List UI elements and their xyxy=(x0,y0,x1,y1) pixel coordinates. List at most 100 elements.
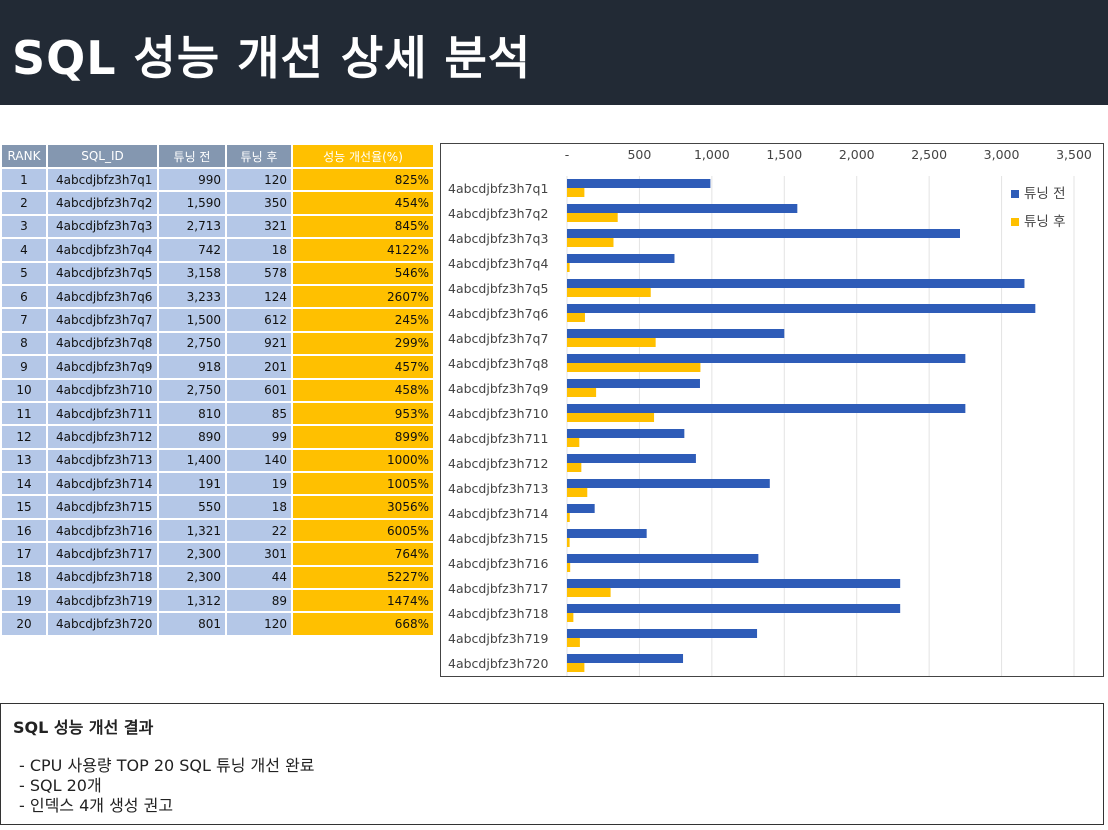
bar-before xyxy=(567,304,1036,313)
category-label: 4abcdjbfz3h7q4 xyxy=(448,256,548,271)
summary-item: SQL 20개 xyxy=(19,776,315,796)
sqlid-cell: 4abcdjbfz3h716 xyxy=(46,517,159,544)
rank-cell: 11 xyxy=(0,400,48,427)
bar-before xyxy=(567,629,758,638)
rate-cell: 668% xyxy=(291,611,435,637)
bar-after xyxy=(567,613,574,622)
rate-cell: 458% xyxy=(291,377,435,403)
bar-before xyxy=(567,504,595,513)
rank-cell: 6 xyxy=(0,283,48,310)
sqlid-cell: 4abcdjbfz3h7q1 xyxy=(46,166,159,193)
rank-cell: 16 xyxy=(0,517,48,544)
bar-before xyxy=(567,229,960,238)
rank-cell: 2 xyxy=(0,190,48,216)
bar-after xyxy=(567,388,597,397)
sqlid-cell: 4abcdjbfz3h718 xyxy=(46,564,159,591)
bar-before xyxy=(567,179,711,188)
table-header-row: RANK SQL_ID 튜닝 전 튜닝 후 성능 개선율(%) xyxy=(0,143,435,169)
bar-after xyxy=(567,638,580,647)
rank-cell: 1 xyxy=(0,166,48,193)
after-cell: 578 xyxy=(225,260,293,286)
category-label: 4abcdjbfz3h7q7 xyxy=(448,331,548,346)
before-cell: 742 xyxy=(157,237,227,263)
before-cell: 890 xyxy=(157,424,227,450)
table-row: 13 4abcdjbfz3h713 1,400 140 1000% xyxy=(0,447,435,474)
rank-cell: 7 xyxy=(0,307,48,333)
rank-cell: 15 xyxy=(0,494,48,520)
rate-cell: 245% xyxy=(291,307,435,333)
sql-table: RANK SQL_ID 튜닝 전 튜닝 후 성능 개선율(%) 1 4abcdjb… xyxy=(0,143,435,637)
rate-cell: 953% xyxy=(291,400,435,427)
after-cell: 18 xyxy=(225,237,293,263)
category-label: 4abcdjbfz3h712 xyxy=(448,456,548,471)
after-cell: 89 xyxy=(225,588,293,614)
bar-before xyxy=(567,554,759,563)
rank-cell: 12 xyxy=(0,424,48,450)
sqlid-cell: 4abcdjbfz3h719 xyxy=(46,588,159,614)
rate-cell: 454% xyxy=(291,190,435,216)
sqlid-cell: 4abcdjbfz3h720 xyxy=(46,611,159,637)
category-label: 4abcdjbfz3h717 xyxy=(448,581,548,596)
sqlid-cell: 4abcdjbfz3h711 xyxy=(46,400,159,427)
bar-after xyxy=(567,288,651,297)
rank-cell: 14 xyxy=(0,471,48,497)
col-before-header: 튜닝 전 xyxy=(157,143,227,169)
rank-cell: 13 xyxy=(0,447,48,474)
bar-after xyxy=(567,438,580,447)
before-cell: 191 xyxy=(157,471,227,497)
sqlid-cell: 4abcdjbfz3h7q7 xyxy=(46,307,159,333)
rate-cell: 2607% xyxy=(291,283,435,310)
col-rate-header: 성능 개선율(%) xyxy=(291,143,435,169)
chart-svg: - 500 1,000 1,500 2,000 2,500 3,000 3,500 4abcdj… xyxy=(448,147,1092,676)
after-cell: 18 xyxy=(225,494,293,520)
sqlid-cell: 4abcdjbfz3h710 xyxy=(46,377,159,403)
rate-cell: 1474% xyxy=(291,588,435,614)
table-row: 10 4abcdjbfz3h710 2,750 601 458% xyxy=(0,377,435,403)
after-cell: 44 xyxy=(225,564,293,591)
bar-after xyxy=(567,463,582,472)
title-bar: SQL 성능 개선 상세 분석 xyxy=(0,0,1108,105)
before-cell: 2,713 xyxy=(157,213,227,240)
bar-before xyxy=(567,654,684,663)
rate-cell: 299% xyxy=(291,330,435,357)
table-row: 5 4abcdjbfz3h7q5 3,158 578 546% xyxy=(0,260,435,286)
category-label: 4abcdjbfz3h7q9 xyxy=(448,381,548,396)
sqlid-cell: 4abcdjbfz3h7q6 xyxy=(46,283,159,310)
bar-before xyxy=(567,279,1025,288)
x-tick-label: 1,000 xyxy=(694,147,730,162)
table-row: 4 4abcdjbfz3h7q4 742 18 4122% xyxy=(0,237,435,263)
after-cell: 321 xyxy=(225,213,293,240)
col-rank-header: RANK xyxy=(0,143,48,169)
bar-after xyxy=(567,213,618,222)
bar-before xyxy=(567,254,675,263)
rate-cell: 3056% xyxy=(291,494,435,520)
rank-cell: 8 xyxy=(0,330,48,357)
after-cell: 612 xyxy=(225,307,293,333)
table-row: 6 4abcdjbfz3h7q6 3,233 124 2607% xyxy=(0,283,435,310)
rate-cell: 1005% xyxy=(291,471,435,497)
after-cell: 120 xyxy=(225,611,293,637)
category-label: 4abcdjbfz3h7q6 xyxy=(448,306,548,321)
sqlid-cell: 4abcdjbfz3h7q5 xyxy=(46,260,159,286)
x-tick-label: 3,000 xyxy=(984,147,1020,162)
rank-cell: 18 xyxy=(0,564,48,591)
bar-after xyxy=(567,263,570,272)
before-cell: 801 xyxy=(157,611,227,637)
table-row: 1 4abcdjbfz3h7q1 990 120 825% xyxy=(0,166,435,193)
before-cell: 2,750 xyxy=(157,330,227,357)
before-cell: 1,500 xyxy=(157,307,227,333)
rate-cell: 845% xyxy=(291,213,435,240)
rank-cell: 17 xyxy=(0,541,48,567)
summary-title: SQL 성능 개선 결과 xyxy=(13,718,154,737)
category-label: 4abcdjbfz3h710 xyxy=(448,406,549,421)
category-label: 4abcdjbfz3h715 xyxy=(448,531,548,546)
before-cell: 3,233 xyxy=(157,283,227,310)
legend-label: 튜닝 후 xyxy=(1024,214,1066,230)
category-label: 4abcdjbfz3h7q3 xyxy=(448,231,548,246)
after-cell: 120 xyxy=(225,166,293,193)
sqlid-cell: 4abcdjbfz3h717 xyxy=(46,541,159,567)
category-label: 4abcdjbfz3h718 xyxy=(448,606,549,621)
sqlid-cell: 4abcdjbfz3h712 xyxy=(46,424,159,450)
before-cell: 2,300 xyxy=(157,564,227,591)
table-row: 12 4abcdjbfz3h712 890 99 899% xyxy=(0,424,435,450)
